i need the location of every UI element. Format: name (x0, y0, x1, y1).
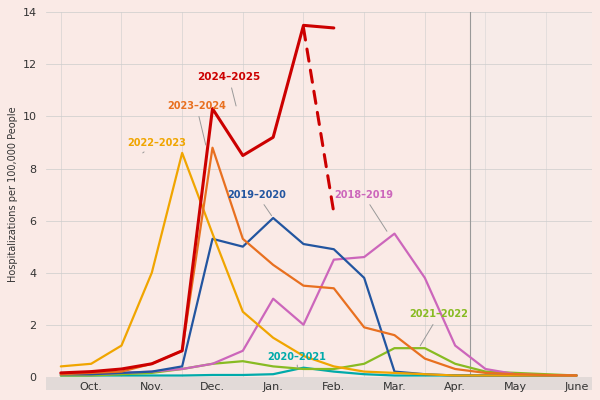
Text: 2024–2025: 2024–2025 (197, 72, 260, 106)
Text: 2021–2022: 2021–2022 (410, 309, 469, 346)
Y-axis label: Hospitalizations per 100,000 People: Hospitalizations per 100,000 People (8, 107, 19, 282)
Text: 2022–2023: 2022–2023 (128, 138, 187, 153)
Text: 2019–2020: 2019–2020 (227, 190, 287, 216)
Bar (470, 12, 592, 377)
Text: 2023–2024: 2023–2024 (167, 101, 226, 145)
Text: 2018–2019: 2018–2019 (334, 190, 393, 231)
Text: 2020–2021: 2020–2021 (267, 352, 326, 368)
Bar (46, 377, 592, 390)
